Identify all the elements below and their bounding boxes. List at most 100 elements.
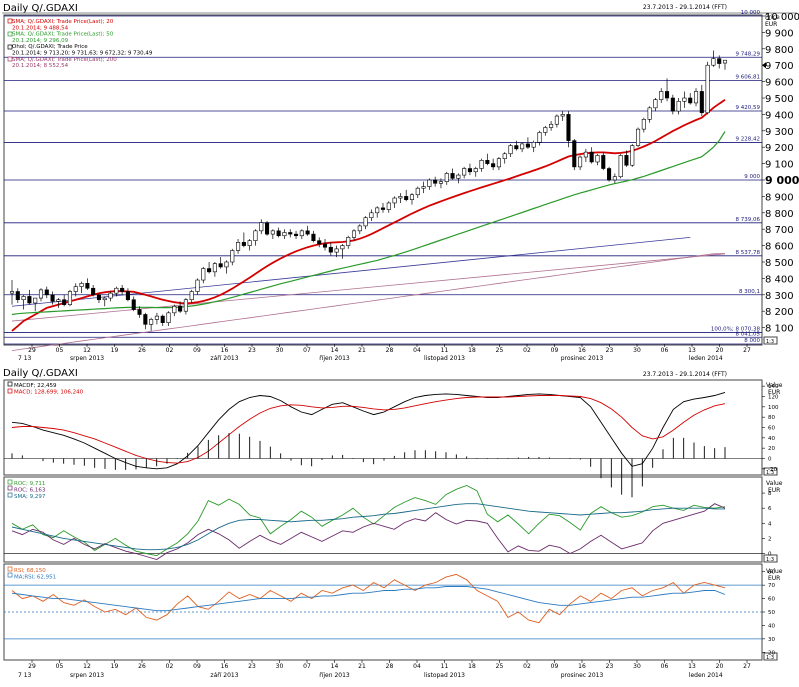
rsi-scale-marker[interactable] — [763, 652, 778, 661]
x-tick-label: 02 — [166, 663, 174, 670]
legend-entry[interactable]: SMA; Q/.GDAXI; Trade Price(Last); 200 — [12, 57, 117, 63]
roc-scale-marker[interactable] — [763, 554, 778, 563]
x-tick-label: 29 — [28, 347, 36, 354]
axis-label: 40 — [768, 436, 775, 442]
candle — [375, 206, 380, 218]
x-tick-label: 28 — [386, 663, 394, 670]
trendline[interactable] — [11, 253, 726, 322]
x-axes: 29 05 12 19 26 02 09 16 23 30 07 14 21 28 04 11 18 25 02 09… — [18, 344, 751, 679]
candle — [421, 181, 426, 194]
legend-entry[interactable]: ROC; 6,163 — [14, 488, 46, 494]
axis-label: 70 — [768, 583, 775, 589]
candle — [230, 248, 235, 266]
candle — [282, 229, 287, 240]
axis-label: 8 — [768, 491, 772, 497]
price-axis-label: 8 800 — [765, 209, 794, 220]
axis-label: 4 — [768, 521, 772, 527]
price-axis-label: 8 400 — [765, 274, 794, 285]
x-tick-label: 13 — [688, 663, 696, 670]
candle — [398, 193, 403, 203]
macd-scale-marker[interactable] — [763, 467, 778, 476]
price-level-label: 9 420,59 — [736, 105, 761, 111]
trendline[interactable] — [11, 237, 691, 307]
candle — [96, 293, 101, 303]
candle — [218, 257, 223, 269]
legend-icon[interactable] — [7, 485, 13, 491]
legend-entry[interactable]: SMA; 9,297 — [14, 494, 46, 500]
candle — [496, 157, 501, 171]
legend-entry[interactable]: 20.1.2014; 9 713,20; 9 731,63; 9 672,32;… — [12, 51, 153, 57]
price-level-label: 8 537,78 — [736, 250, 761, 256]
legend-icon[interactable] — [7, 492, 13, 498]
candle — [15, 288, 20, 303]
candle — [276, 227, 281, 238]
legend-icon[interactable] — [7, 572, 13, 578]
legend-entry[interactable]: Ohol; Q/.GDAXI; Trade Price — [12, 44, 88, 50]
candle — [722, 59, 728, 70]
legend-icon[interactable] — [7, 56, 13, 62]
legend-icon[interactable] — [7, 31, 13, 37]
legend-entry[interactable]: MACD; 128,699; 106,240 — [14, 390, 84, 396]
candle — [415, 186, 420, 199]
price-axis-label: 8 100 — [765, 324, 794, 335]
legend-entry[interactable]: SMA; Q/.GDAXI; Trade Price(Last); 20 — [12, 19, 114, 25]
legend-entry[interactable]: 20.1.2014; 9 296,09 — [12, 38, 69, 44]
x-month-label: říjen 2013 — [319, 672, 350, 679]
x-tick-label: 23 — [606, 347, 614, 354]
x-tick-label: 25 — [496, 663, 504, 670]
legend-icon[interactable] — [7, 381, 13, 387]
legend-entry[interactable]: 20.1.2014; 8 552,54 — [12, 63, 69, 69]
candle — [288, 229, 293, 238]
price-axis-label: 9 100 — [765, 160, 794, 171]
x-tick-label: 16 — [221, 347, 229, 354]
top-title: Daily Q/.GDAXI — [3, 3, 78, 14]
price-level-label: 8 300,1 — [739, 289, 760, 295]
candle — [427, 178, 432, 190]
candle — [50, 291, 55, 305]
price-level-label: 8 041,05 — [736, 331, 761, 337]
legend-entry[interactable]: MACDF; 22,459 — [14, 383, 57, 389]
x-tick-label: 19 — [111, 347, 119, 354]
price-level-label: 8 000 — [744, 338, 760, 344]
price-axis-label: 8 300 — [765, 291, 794, 302]
axis-label: 0 — [768, 551, 772, 557]
x-tick-label: 16 — [578, 347, 586, 354]
series-sma-20 — [11, 99, 726, 332]
x-tick-label: 02 — [523, 347, 531, 354]
price-scale-marker[interactable] — [763, 336, 778, 345]
axis-label: 120 — [768, 395, 779, 401]
rsi-panel: 80 70 60 50 40 30 20 — [4, 570, 775, 656]
legend-entry[interactable]: SMA; Q/.GDAXI; Trade Price(Last); 50 — [12, 32, 114, 38]
legend-icon[interactable] — [7, 479, 13, 485]
x-tick-label: 25 — [496, 347, 504, 354]
candle — [183, 298, 188, 315]
legend-icon[interactable] — [7, 44, 13, 50]
candle — [62, 294, 67, 307]
x-tick-label: 26 — [138, 663, 146, 670]
x-month-label: listopad 2013 — [424, 355, 465, 362]
x-tick-label: 20 — [716, 663, 724, 670]
x-month-label: září 2013 — [210, 672, 238, 679]
axis-label: 2 — [768, 536, 772, 542]
legend-entry[interactable]: MA;RSI; 62,951 — [14, 575, 56, 581]
legend-entry[interactable]: 20.1.2014; 9 488,54 — [12, 25, 69, 31]
axis-label: 50 — [768, 610, 775, 616]
candle — [688, 93, 693, 105]
candle — [67, 289, 73, 307]
x-month-label: leden 2014 — [689, 672, 723, 679]
candle — [56, 298, 61, 308]
legend-icon[interactable] — [7, 388, 13, 394]
roc-panel: 8 6 4 2 0 — [4, 485, 772, 560]
legend-icon[interactable] — [7, 18, 13, 24]
price-scale-marker-label: 1:3 — [766, 339, 774, 345]
axis-label: 60 — [768, 426, 775, 432]
rsi-value-label: Value — [766, 568, 783, 575]
axis-label: 140 — [768, 384, 779, 390]
legend-entry[interactable]: ROC; 9,711 — [14, 481, 45, 487]
legend-icon[interactable] — [7, 566, 13, 572]
price-axis-label: 8 500 — [765, 258, 794, 269]
x-tick-label: 30 — [276, 347, 284, 354]
x-tick-label: 07 — [303, 663, 311, 670]
legend-entry[interactable]: RSI; 68,150 — [14, 568, 46, 574]
x-month-label: srpen 2013 — [70, 672, 104, 679]
